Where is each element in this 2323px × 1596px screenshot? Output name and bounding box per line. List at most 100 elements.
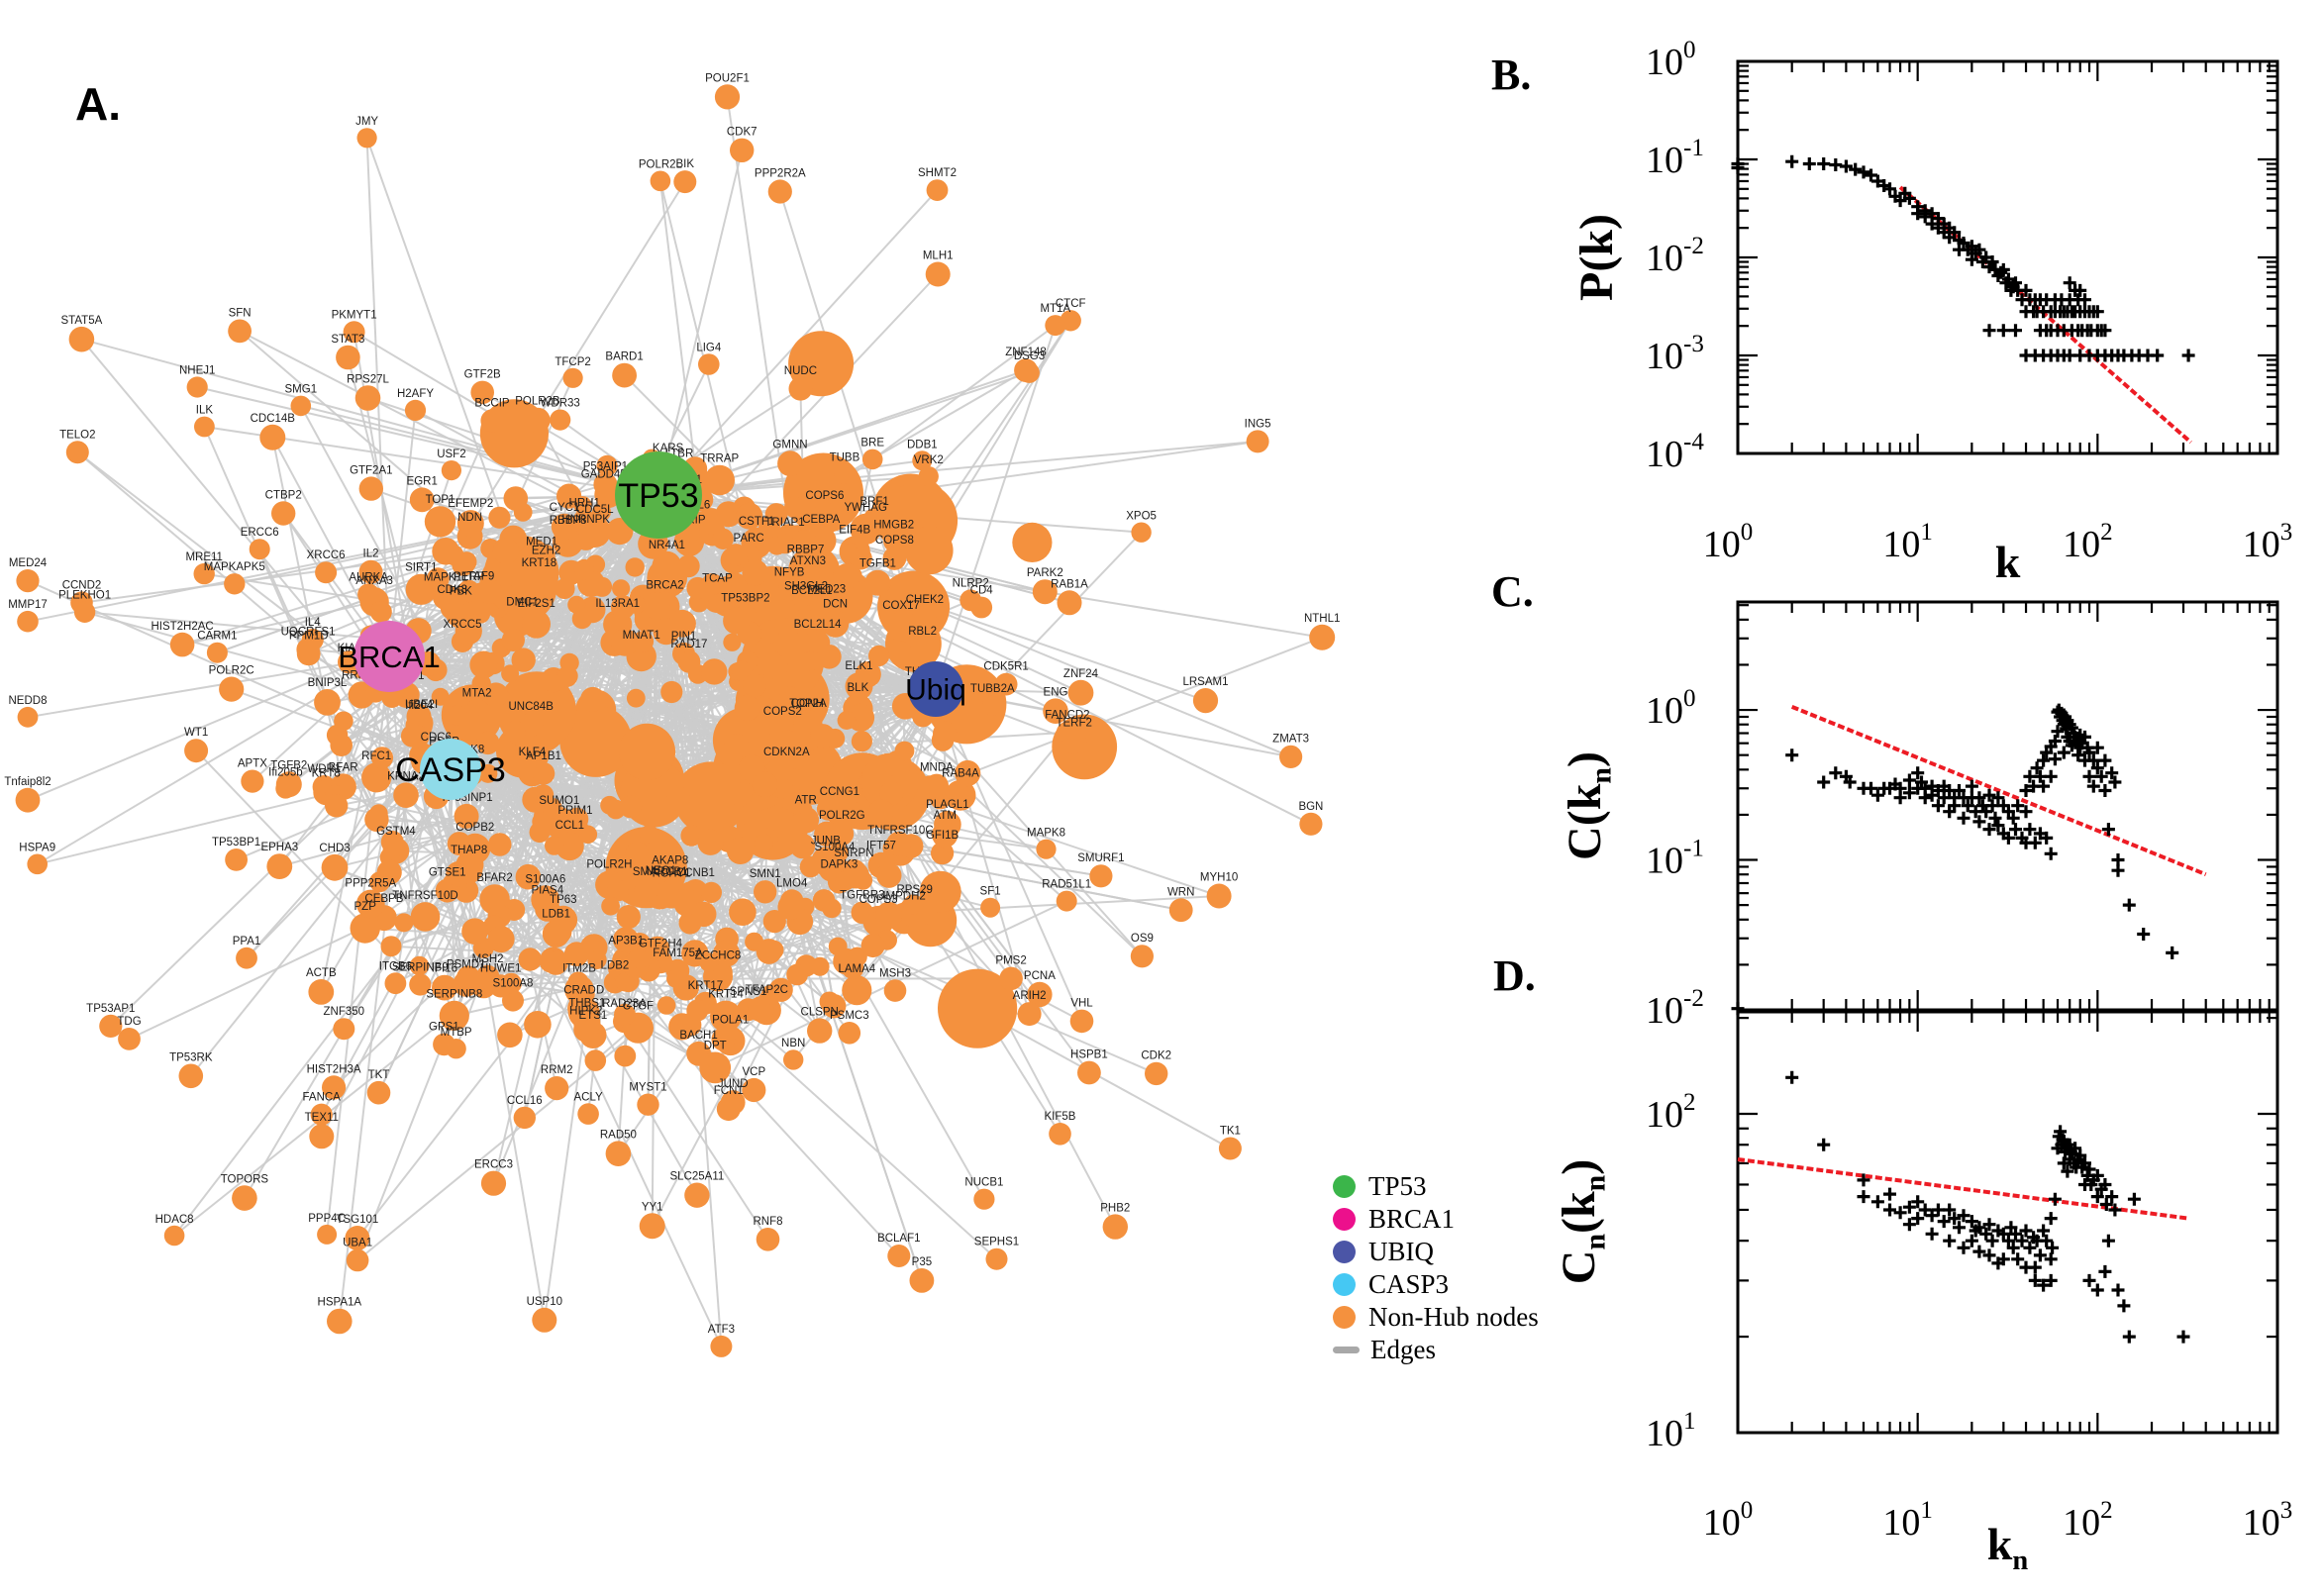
non-hub-node[interactable] [271,501,296,526]
non-hub-node[interactable] [768,977,793,1002]
non-hub-node[interactable] [607,879,629,902]
non-hub-node[interactable] [1036,839,1057,859]
non-hub-node[interactable] [1246,430,1269,453]
non-hub-node[interactable] [163,1225,185,1247]
non-hub-node[interactable] [186,376,208,398]
non-hub-node[interactable] [266,853,293,879]
non-hub-node[interactable] [855,661,881,688]
non-hub-node[interactable] [68,326,95,352]
non-hub-node[interactable] [926,179,949,202]
non-hub-node[interactable] [232,1185,257,1211]
hub-node-tp53[interactable] [615,451,702,539]
non-hub-node[interactable] [65,441,89,464]
non-hub-node[interactable] [184,739,209,763]
non-hub-node[interactable] [980,897,1001,918]
non-hub-node[interactable] [1102,1214,1129,1240]
non-hub-node[interactable] [454,803,479,829]
non-hub-node[interactable] [369,601,392,623]
non-hub-node[interactable] [587,949,607,969]
non-hub-node[interactable] [545,836,564,855]
non-hub-node[interactable] [851,731,873,752]
non-hub-node[interactable] [500,972,522,994]
non-hub-node[interactable] [381,686,403,708]
non-hub-node[interactable] [656,996,676,1015]
non-hub-node[interactable] [330,734,354,756]
non-hub-node[interactable] [642,592,670,620]
non-hub-node[interactable] [822,898,842,919]
non-hub-node[interactable] [933,721,958,747]
non-hub-node[interactable] [994,672,1018,696]
non-hub-node[interactable] [861,449,883,470]
non-hub-node[interactable] [899,596,919,615]
non-hub-node[interactable] [775,730,800,754]
non-hub-node[interactable] [573,558,595,580]
non-hub-node[interactable] [454,617,482,646]
non-hub-node[interactable] [515,863,542,890]
non-hub-node[interactable] [822,994,847,1019]
non-hub-node[interactable] [354,385,381,411]
non-hub-node[interactable] [345,1226,370,1250]
non-hub-node[interactable] [601,896,620,916]
non-hub-node[interactable] [680,825,702,847]
non-hub-node[interactable] [1049,1123,1071,1146]
non-hub-node[interactable] [666,785,690,809]
non-hub-node[interactable] [571,608,593,630]
non-hub-node[interactable] [1168,898,1193,923]
non-hub-node[interactable] [619,795,643,819]
non-hub-node[interactable] [834,463,856,484]
non-hub-node[interactable] [786,792,809,815]
non-hub-node[interactable] [525,407,551,434]
non-hub-node[interactable] [447,832,471,856]
non-hub-node[interactable] [1279,745,1303,769]
non-hub-node[interactable] [478,763,498,783]
hub-node-casp3[interactable] [420,739,481,800]
non-hub-node[interactable] [904,526,954,575]
non-hub-node[interactable] [728,782,753,807]
non-hub-node[interactable] [1019,362,1040,383]
non-hub-node[interactable] [480,1170,507,1196]
non-hub-node[interactable] [867,799,894,825]
non-hub-node[interactable] [228,319,252,344]
non-hub-node[interactable] [686,576,709,600]
non-hub-node[interactable] [592,502,611,522]
non-hub-node[interactable] [1067,679,1094,706]
non-hub-node[interactable] [699,1051,732,1084]
non-hub-node[interactable] [860,934,885,958]
non-hub-node[interactable] [1032,579,1058,605]
non-hub-node[interactable] [742,559,768,586]
non-hub-node[interactable] [879,781,904,806]
non-hub-node[interactable] [1077,1060,1101,1085]
non-hub-node[interactable] [868,645,890,667]
non-hub-node[interactable] [625,842,650,865]
non-hub-node[interactable] [618,723,676,781]
non-hub-node[interactable] [409,955,430,976]
non-hub-node[interactable] [497,1022,523,1048]
non-hub-node[interactable] [457,579,480,603]
non-hub-node[interactable] [1027,981,1053,1008]
non-hub-node[interactable] [477,579,502,605]
non-hub-node[interactable] [259,424,286,450]
non-hub-node[interactable] [241,769,264,793]
non-hub-node[interactable] [798,586,818,606]
non-hub-node[interactable] [370,747,394,769]
non-hub-node[interactable] [712,528,734,549]
non-hub-node[interactable] [469,650,498,679]
non-hub-node[interactable] [518,948,542,971]
non-hub-node[interactable] [1057,590,1082,616]
non-hub-node[interactable] [1206,883,1232,909]
non-hub-node[interactable] [616,905,641,930]
non-hub-node[interactable] [723,633,742,651]
non-hub-node[interactable] [842,975,872,1006]
non-hub-node[interactable] [756,939,782,964]
non-hub-node[interactable] [1056,890,1077,912]
non-hub-node[interactable] [925,261,951,287]
non-hub-node[interactable] [1045,315,1066,337]
non-hub-node[interactable] [15,787,41,813]
non-hub-node[interactable] [564,807,589,832]
non-hub-node[interactable] [556,665,578,687]
non-hub-node[interactable] [792,496,816,520]
non-hub-node[interactable] [817,645,842,669]
non-hub-node[interactable] [501,628,525,652]
non-hub-node[interactable] [614,1003,636,1026]
non-hub-node[interactable] [578,516,611,548]
